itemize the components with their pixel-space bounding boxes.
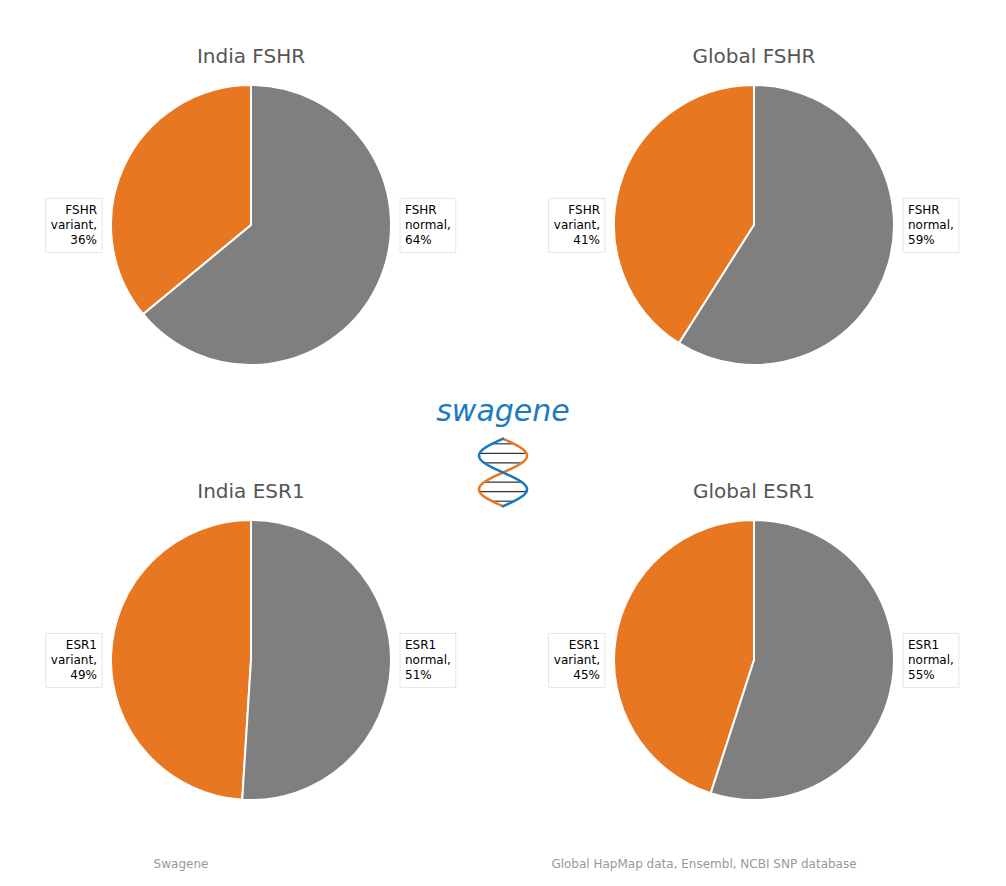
pie-panel: Global ESR1ESR1variant,45%ESR1normal,55% <box>549 479 959 800</box>
data-label-box: ESR1normal,51% <box>400 633 456 687</box>
helix-rung <box>480 491 527 492</box>
data-label-line: FSHR <box>405 203 437 217</box>
label-background <box>46 633 102 687</box>
data-label-line: normal, <box>405 653 451 667</box>
slices <box>111 520 391 800</box>
pie-slice <box>143 85 391 365</box>
data-label-line: variant, <box>554 653 600 667</box>
data-label-line: FSHR <box>568 203 600 217</box>
data-label-line: 41% <box>573 233 600 247</box>
helix-strand <box>479 439 527 507</box>
data-label-box: FSHRnormal,64% <box>400 198 456 252</box>
data-label: ESR1normal,51% <box>405 638 451 682</box>
data-label-line: FSHR <box>65 203 97 217</box>
pie-slice <box>242 520 391 800</box>
pie-slice <box>679 85 894 365</box>
helix-strand <box>479 439 527 507</box>
label-background <box>903 198 959 252</box>
data-label-line: normal, <box>908 653 954 667</box>
data-label: FSHRnormal,59% <box>908 203 954 247</box>
label-background <box>549 633 605 687</box>
helix-rung <box>480 453 527 454</box>
data-label-line: 36% <box>70 233 97 247</box>
data-label-line: ESR1 <box>405 638 436 652</box>
footer-text: Swagene <box>154 857 209 871</box>
data-label-box: ESR1variant,45% <box>549 633 605 687</box>
slices <box>614 520 894 800</box>
pie-panel: India FSHRFSHRvariant,36%FSHRnormal,64% <box>46 44 456 365</box>
data-label-box: ESR1variant,49% <box>46 633 102 687</box>
data-label-line: ESR1 <box>569 638 600 652</box>
data-label-box: ESR1normal,55% <box>903 633 959 687</box>
data-label-line: variant, <box>51 218 97 232</box>
label-background <box>400 198 456 252</box>
logo-text: swagene <box>436 393 570 428</box>
label-background <box>46 198 102 252</box>
slices <box>614 85 894 365</box>
data-label: FSHRvariant,36% <box>51 203 97 247</box>
data-label-line: 45% <box>573 668 600 682</box>
chart-root: India FSHRFSHRvariant,36%FSHRnormal,64%G… <box>0 0 1006 886</box>
data-label: FSHRnormal,64% <box>405 203 451 247</box>
data-label-line: FSHR <box>908 203 940 217</box>
label-background <box>903 633 959 687</box>
chart-title: Global FSHR <box>693 44 816 68</box>
data-label-line: variant, <box>51 653 97 667</box>
data-label-line: variant, <box>554 218 600 232</box>
data-label-line: normal, <box>908 218 954 232</box>
data-label-line: normal, <box>405 218 451 232</box>
label-background <box>549 198 605 252</box>
data-label-line: 64% <box>405 233 432 247</box>
data-label-line: ESR1 <box>908 638 939 652</box>
data-label-line: 59% <box>908 233 935 247</box>
helix-rung <box>484 481 521 482</box>
helix-rung <box>484 462 521 463</box>
data-label-box: FSHRvariant,36% <box>46 198 102 252</box>
data-label-box: FSHRvariant,41% <box>549 198 605 252</box>
data-label-line: ESR1 <box>66 638 97 652</box>
data-label-line: 51% <box>405 668 432 682</box>
footer-text: Global HapMap data, Ensembl, NCBI SNP da… <box>551 857 856 871</box>
slices <box>111 85 391 365</box>
data-label-line: 55% <box>908 668 935 682</box>
chart-title: Global ESR1 <box>693 479 815 503</box>
data-label: ESR1variant,49% <box>51 638 97 682</box>
logo-helix <box>479 439 527 507</box>
pie-panel: India ESR1ESR1variant,49%ESR1normal,51% <box>46 479 456 800</box>
data-label-box: FSHRnormal,59% <box>903 198 959 252</box>
pie-slice <box>111 520 251 800</box>
data-label: FSHRvariant,41% <box>554 203 600 247</box>
data-label-line: 49% <box>70 668 97 682</box>
chart-title: India FSHR <box>197 44 305 68</box>
pie-panel: Global FSHRFSHRvariant,41%FSHRnormal,59% <box>549 44 959 365</box>
label-background <box>400 633 456 687</box>
chart-title: India ESR1 <box>197 479 304 503</box>
data-label: ESR1variant,45% <box>554 638 600 682</box>
pie-slice <box>711 520 894 800</box>
data-label: ESR1normal,55% <box>908 638 954 682</box>
